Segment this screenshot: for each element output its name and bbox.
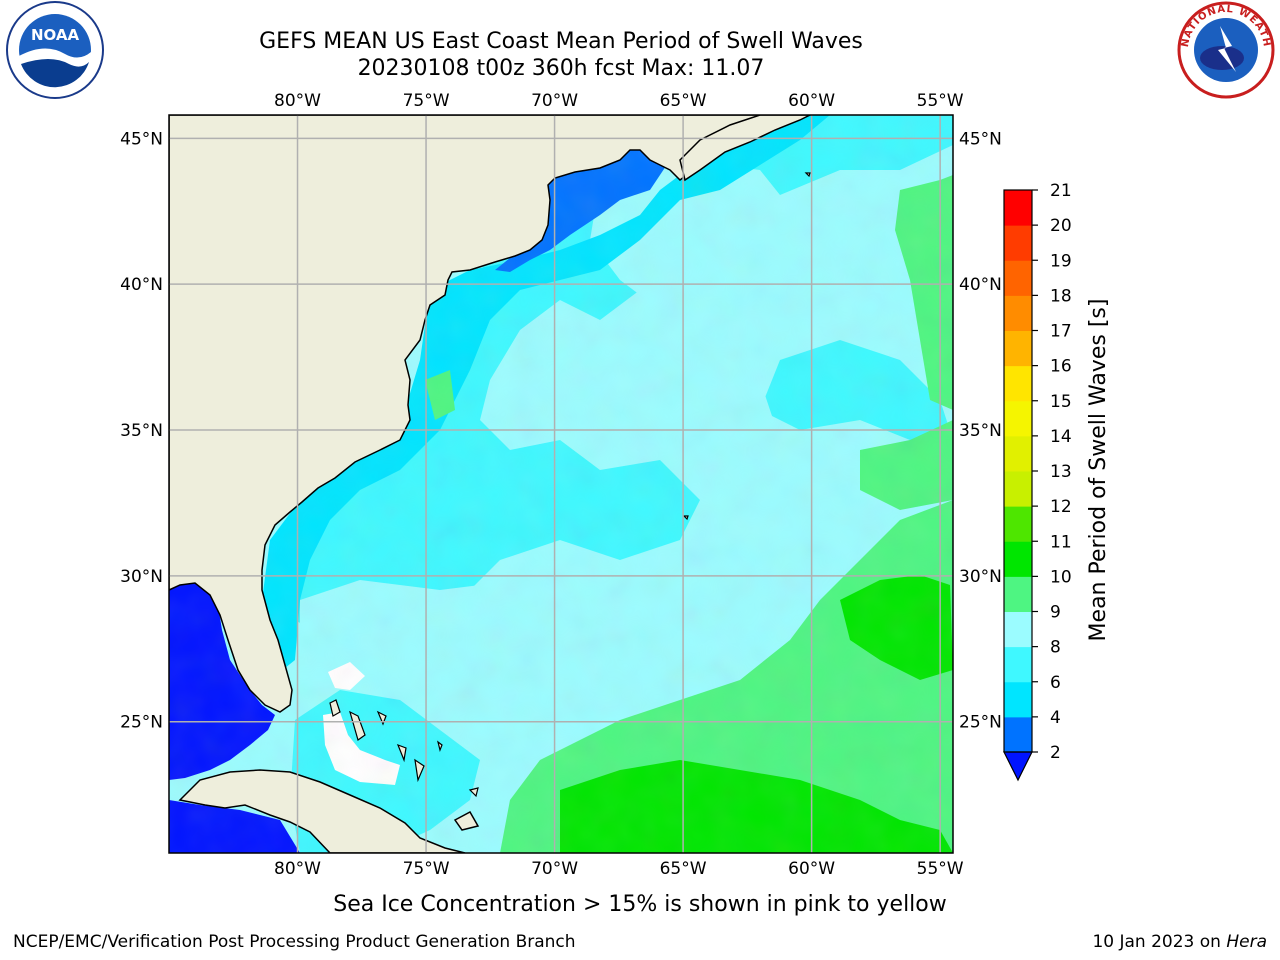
map-title: GEFS MEAN US East Coast Mean Period of S… (259, 29, 863, 54)
colorbar-band (1004, 611, 1032, 648)
noaa-logo: NOAA (6, 1, 104, 99)
colorbar-tick-label: 4 (1050, 708, 1061, 728)
lon-tick-bottom: 70°W (531, 859, 578, 879)
colorbar-tick-label: 16 (1050, 357, 1072, 377)
lon-tick-bottom: 75°W (403, 859, 450, 879)
map-frame (168, 114, 954, 854)
colorbar-tick-label: 14 (1050, 427, 1072, 447)
colorbar-tick-label: 6 (1050, 673, 1061, 693)
footer-date: 10 Jan 2023 on (1092, 932, 1221, 952)
lat-tick-left: 35°N (120, 421, 163, 441)
colorbar-band (1004, 541, 1032, 577)
colorbar-tick-label: 19 (1050, 251, 1072, 271)
colorbar-band (1004, 365, 1032, 402)
lon-tick-bottom: 60°W (788, 859, 835, 879)
colorbar-tick-label: 18 (1050, 286, 1072, 306)
land-nova-scotia (679, 115, 811, 182)
colorbar-tick-label: 17 (1050, 322, 1072, 342)
lat-labels-right: 45°N 40°N 35°N 30°N 25°N (959, 129, 1002, 732)
land-hispaniola (453, 810, 480, 831)
colorbar-tick-label: 2 (1050, 743, 1061, 763)
colorbar-band (1004, 576, 1032, 612)
bahamas-islands (329, 172, 811, 798)
lat-tick-left: 30°N (120, 567, 163, 587)
colorbar-under-arrow (1003, 751, 1033, 782)
colorbar-band (1004, 681, 1032, 718)
colorbar-tick-label: 11 (1050, 532, 1072, 552)
lat-labels-left: 45°N 40°N 35°N 30°N 25°N (120, 129, 163, 732)
land-north-america (169, 115, 811, 713)
lat-tick-right: 35°N (959, 421, 1002, 441)
lon-tick-top: 70°W (531, 91, 578, 111)
lat-tick-right: 25°N (959, 713, 1002, 733)
colorbar-tick-label: 10 (1050, 567, 1072, 587)
colorbar-ticks: 2 4 6 8 9 10 11 12 13 14 15 16 17 18 19 20 21 (1032, 181, 1072, 763)
lon-tick-top: 55°W (917, 91, 964, 111)
lon-tick-bottom: 55°W (917, 859, 964, 879)
lat-tick-left: 40°N (120, 275, 163, 295)
colorbar-band (1004, 190, 1032, 226)
footer-credit: NCEP/EMC/Verification Post Processing Pr… (13, 932, 576, 952)
nws-logo: NATIONAL WEATHER SERVICE (1177, 1, 1275, 99)
colorbar-tick-label: 8 (1050, 638, 1061, 658)
colorbar-tick-label: 13 (1050, 462, 1072, 482)
colorbar-tick-label: 15 (1050, 392, 1072, 412)
colorbar-tick-label: 21 (1050, 181, 1072, 201)
colorbar-tick-label: 9 (1050, 603, 1061, 623)
lat-tick-right: 30°N (959, 567, 1002, 587)
colorbar-band (1004, 716, 1032, 753)
colorbar-band (1004, 646, 1032, 683)
lat-tick-right: 45°N (959, 129, 1002, 149)
colorbar-band (1004, 225, 1032, 261)
lat-tick-left: 45°N (120, 129, 163, 149)
colorbar-bands (1004, 190, 1032, 753)
lon-tick-bottom: 65°W (660, 859, 707, 879)
footer-timestamp: 10 Jan 2023 on Hera (1092, 932, 1267, 952)
lon-labels-bottom: 80°W 75°W 70°W 65°W 60°W 55°W (274, 859, 964, 879)
colorbar-band (1004, 330, 1032, 367)
lon-tick-top: 60°W (788, 91, 835, 111)
lon-tick-bottom: 80°W (274, 859, 321, 879)
land-cuba (178, 769, 466, 853)
colorbar-band (1004, 471, 1032, 507)
lat-tick-right: 40°N (959, 275, 1002, 295)
colorbar-band (1004, 400, 1032, 437)
lat-tick-left: 25°N (120, 713, 163, 733)
lon-tick-top: 80°W (274, 91, 321, 111)
sea-ice-note: Sea Ice Concentration > 15% is shown in … (333, 892, 947, 917)
colorbar-band (1004, 506, 1032, 542)
colorbar-band (1004, 295, 1032, 331)
lon-tick-top: 65°W (660, 91, 707, 111)
lon-tick-top: 75°W (403, 91, 450, 111)
colorbar-tick-label: 20 (1050, 216, 1072, 236)
footer-host: Hera (1226, 932, 1267, 952)
colorbar-band (1004, 435, 1032, 472)
map-subtitle: 20230108 t00z 360h fcst Max: 11.07 (358, 56, 765, 81)
colorbar-band (1004, 260, 1032, 296)
map-area: 80°W 75°W 70°W 65°W 60°W 55°W 80°W 75°W 70°W 65°… (120, 91, 1002, 879)
colorbar-tick-label: 12 (1050, 497, 1072, 517)
colorbar-label: Mean Period of Swell Waves [s] (1086, 299, 1111, 642)
lon-labels-top: 80°W 75°W 70°W 65°W 60°W 55°W (274, 91, 964, 111)
colorbar: 2 4 6 8 9 10 11 12 13 14 15 16 17 18 19 20 21 Mean Perio… (1003, 181, 1111, 782)
map-grid (169, 115, 953, 853)
noaa-logo-text: NOAA (31, 26, 80, 44)
